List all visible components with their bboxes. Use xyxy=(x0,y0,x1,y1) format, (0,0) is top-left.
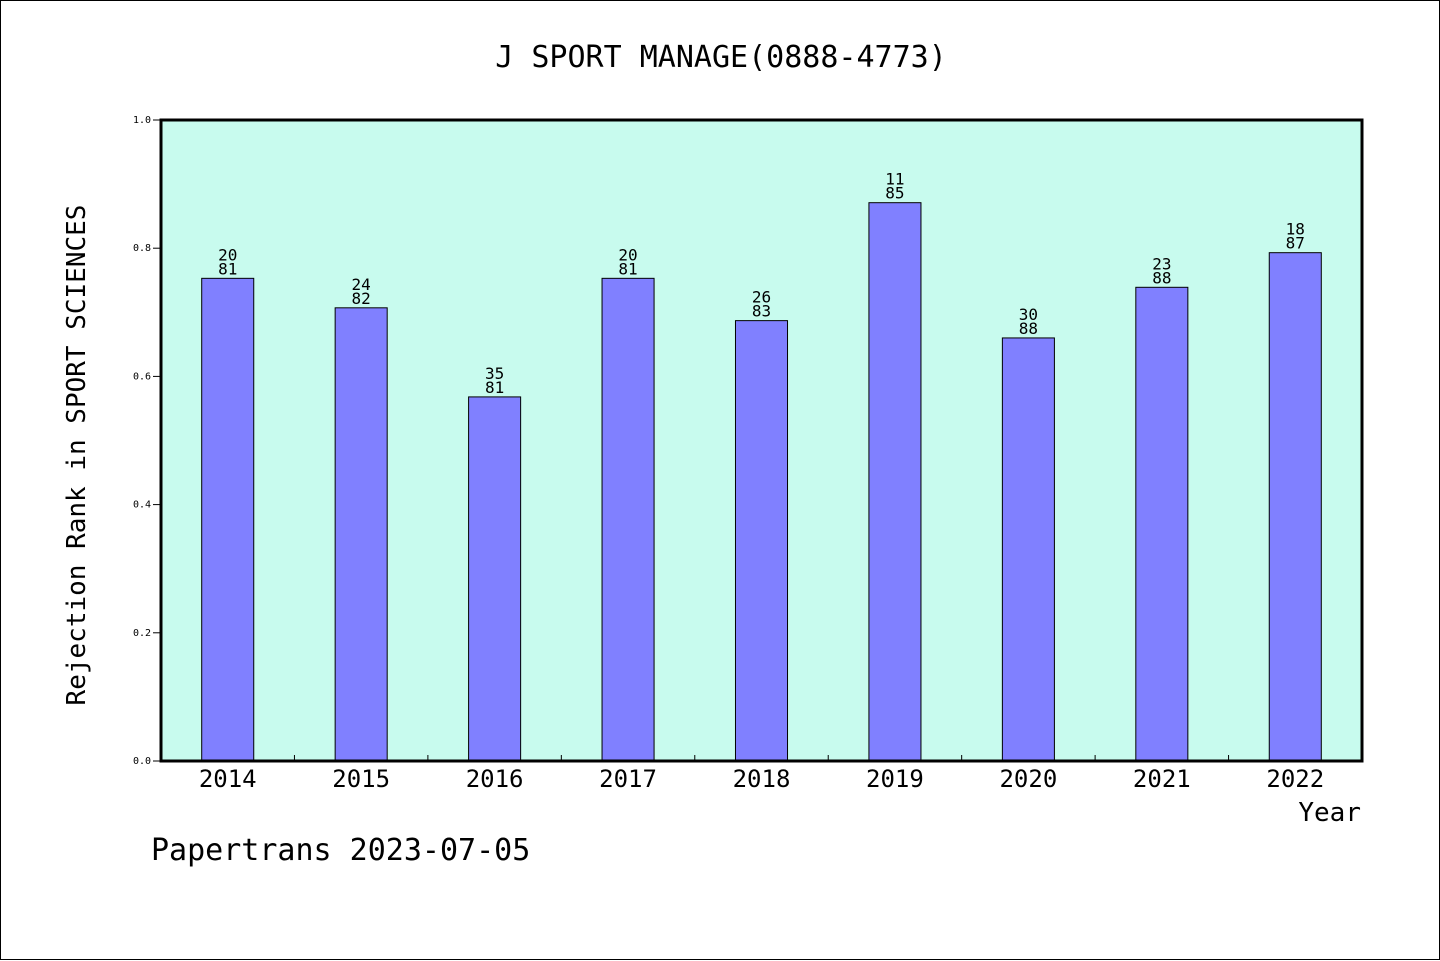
bar-2015 xyxy=(334,307,388,762)
bar-2017 xyxy=(601,277,655,762)
bar-2018 xyxy=(734,320,789,762)
x-tick-label: 2021 xyxy=(1133,765,1191,793)
footer-credit: Papertrans 2023-07-05 xyxy=(151,833,531,868)
bar-total-label: 81 xyxy=(485,378,504,397)
y-tick-label: 0.0 xyxy=(133,756,151,767)
bar-total-label: 88 xyxy=(1152,268,1171,287)
y-tick-label: 0.2 xyxy=(133,628,151,639)
bar-rank-label: 26 xyxy=(752,288,771,307)
x-tick-label: 2020 xyxy=(999,765,1057,793)
y-axis-ticks: 0.0 0.2 0.4 0.6 0.8 1.0 xyxy=(133,115,161,767)
bar-total-label: 87 xyxy=(1286,234,1305,253)
bar-rank-label: 11 xyxy=(885,170,904,189)
x-tick-label: 2018 xyxy=(733,765,791,793)
x-tick-label: 2014 xyxy=(199,765,257,793)
bar-2020 xyxy=(1001,337,1055,762)
x-tick-label: 2016 xyxy=(466,765,524,793)
bar-rank-label: 23 xyxy=(1152,254,1171,273)
x-axis-label: Year xyxy=(1298,798,1361,828)
y-tick-label: 0.8 xyxy=(133,243,151,254)
bar-total-label: 82 xyxy=(352,289,371,308)
x-tick-label: 2022 xyxy=(1266,765,1324,793)
bar-2016 xyxy=(468,396,522,762)
y-tick-label: 1.0 xyxy=(133,115,151,126)
x-axis-ticks: 2014 2015 2016 2017 2018 2019 2020 2021 2022 xyxy=(199,755,1324,793)
bar-total-label: 83 xyxy=(752,302,771,321)
bar-rank-label: 24 xyxy=(352,275,371,294)
bar-total-label: 85 xyxy=(885,184,904,203)
bar-2019 xyxy=(868,202,922,762)
y-axis-label: Rejection Rank in SPORT SCIENCES xyxy=(62,205,92,706)
bar-rank-label: 18 xyxy=(1286,220,1305,239)
bar-2014 xyxy=(201,277,255,762)
bar-2021 xyxy=(1135,286,1189,762)
bar-rank-label: 20 xyxy=(218,245,237,264)
bar-total-label: 81 xyxy=(218,259,237,278)
chart-title: J SPORT MANAGE(0888-4773) xyxy=(495,40,947,75)
y-tick-label: 0.4 xyxy=(133,500,151,511)
bar-rank-label: 20 xyxy=(618,245,637,264)
x-tick-label: 2017 xyxy=(599,765,657,793)
bar-2022 xyxy=(1268,252,1322,762)
y-tick-label: 0.6 xyxy=(133,371,151,382)
bars xyxy=(201,202,1322,762)
plot-frame xyxy=(159,118,1364,763)
bar-total-label: 81 xyxy=(618,259,637,278)
bar-total-label: 88 xyxy=(1019,319,1038,338)
bar-rank-label: 35 xyxy=(485,364,504,383)
bar-rank-label: 30 xyxy=(1019,305,1038,324)
x-tick-label: 2019 xyxy=(866,765,924,793)
x-tick-label: 2015 xyxy=(332,765,390,793)
